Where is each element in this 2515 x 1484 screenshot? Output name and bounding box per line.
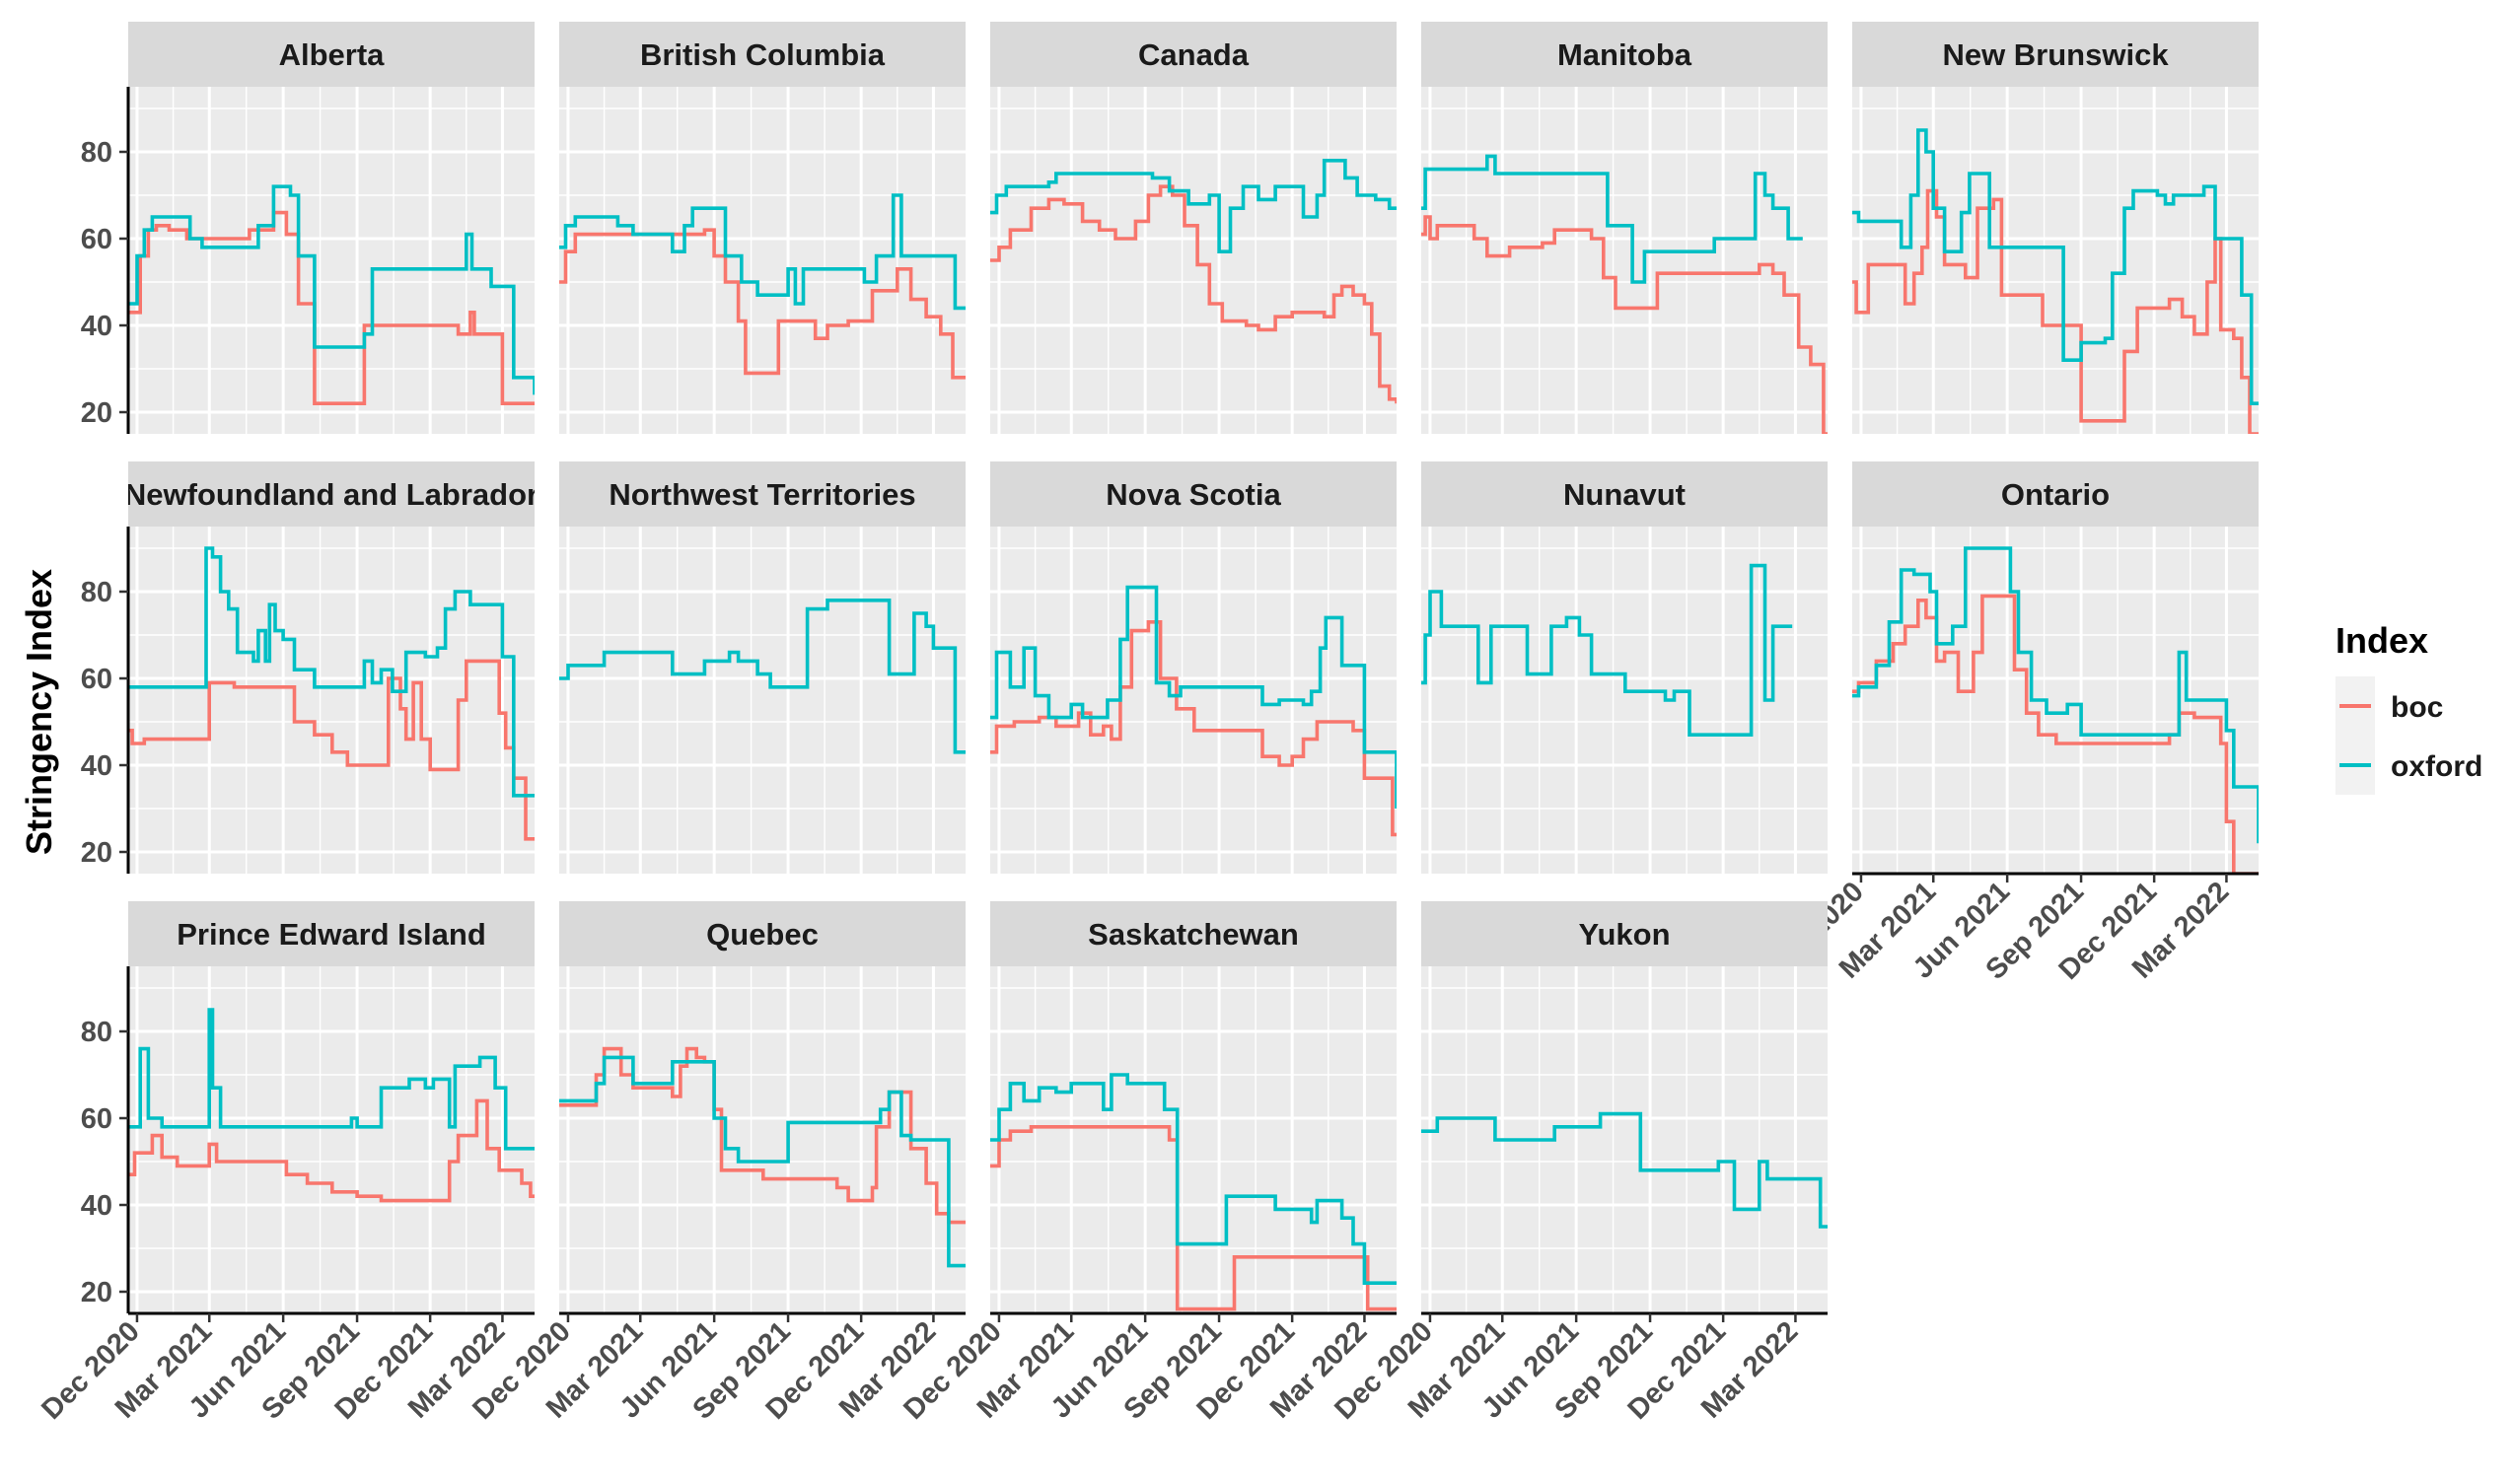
facet-nova-scotia: Nova Scotia <box>990 461 1397 874</box>
facet-strip <box>990 901 1397 966</box>
y-tick-label: 20 <box>81 837 112 869</box>
y-tick-label: 20 <box>81 397 112 429</box>
facet-strip <box>1421 22 1828 87</box>
y-tick-label: 40 <box>81 311 112 342</box>
panel-background <box>559 87 966 434</box>
facet-newfoundland-and-labrador: Newfoundland and Labrador 20 40 60 80 <box>81 461 539 874</box>
legend-label-boc: boc <box>2391 691 2443 724</box>
facet-title: Ontario <box>2001 477 2110 512</box>
facet-title: Saskatchewan <box>1088 917 1299 952</box>
y-axis-title: Stringency Index <box>19 569 59 855</box>
series-line-boc <box>990 620 1397 837</box>
facet-title: Nunavut <box>1563 477 1686 512</box>
facet-british-columbia: British Columbia <box>559 22 966 434</box>
series-line-oxford <box>990 585 1397 809</box>
facet-strip <box>990 22 1397 87</box>
legend: Index boc oxford <box>2335 620 2482 795</box>
series-line-oxford <box>1421 563 1793 737</box>
facet-title: New Brunswick <box>1942 37 2169 72</box>
facet-title: Nova Scotia <box>1106 477 1281 512</box>
facet-northwest-territories: Northwest Territories <box>559 461 966 874</box>
series-line-oxford <box>1852 546 2259 844</box>
y-tick-label: 40 <box>81 750 112 782</box>
panel-background <box>559 966 966 1313</box>
series-line-oxford <box>559 193 966 311</box>
series-line-oxford <box>128 1008 535 1151</box>
panel-background <box>990 966 1397 1313</box>
facet-title: Alberta <box>279 37 386 72</box>
facet-title: Prince Edward Island <box>177 917 486 952</box>
facet-strip <box>559 22 966 87</box>
facet-strip <box>559 901 966 966</box>
facet-title: Newfoundland and Labrador <box>124 477 539 512</box>
facet-strip <box>128 22 535 87</box>
panel-background <box>990 87 1397 434</box>
facet-strip <box>128 461 535 527</box>
facet-title: Manitoba <box>1557 37 1692 72</box>
series-line-boc <box>1852 594 2259 874</box>
y-tick-label: 60 <box>81 1103 112 1135</box>
facet-title: Northwest Territories <box>609 477 915 512</box>
facet-alberta: Alberta 20 40 60 80 <box>81 22 535 434</box>
facet-title: Quebec <box>706 917 819 952</box>
panel-background <box>990 527 1397 874</box>
series-line-oxford <box>559 599 966 754</box>
panel-background <box>559 527 966 874</box>
panel-background <box>128 527 535 874</box>
y-tick-label: 60 <box>81 224 112 255</box>
series-line-boc <box>1421 215 1828 434</box>
series-line-oxford <box>1421 154 1803 284</box>
series-line-boc <box>559 228 966 380</box>
series-line-oxford <box>128 184 535 395</box>
facet-title: Canada <box>1138 37 1250 72</box>
series-line-oxford <box>1421 1111 1828 1229</box>
facet-strip <box>1421 901 1828 966</box>
facet-strip <box>990 461 1397 527</box>
facet-strip <box>1421 461 1828 527</box>
series-line-oxford <box>990 1073 1397 1285</box>
facet-strip <box>559 461 966 527</box>
panel-background <box>128 966 535 1313</box>
y-tick-label: 40 <box>81 1190 112 1222</box>
series-line-oxford <box>1852 128 2259 405</box>
panel-background <box>1421 966 1828 1313</box>
panel-background <box>1421 87 1828 434</box>
facet-strip <box>1852 22 2259 87</box>
series-line-boc <box>1852 188 2259 434</box>
legend-title: Index <box>2335 620 2428 661</box>
y-tick-label: 20 <box>81 1277 112 1308</box>
series-line-oxford <box>990 159 1397 253</box>
series-line-boc <box>990 184 1397 404</box>
series-line-boc <box>128 1098 535 1203</box>
legend-label-oxford: oxford <box>2391 750 2482 783</box>
series-line-oxford <box>559 1055 966 1268</box>
facet-title: British Columbia <box>640 37 886 72</box>
series-line-boc <box>128 210 535 405</box>
facet-title: Yukon <box>1578 917 1670 952</box>
series-line-oxford <box>128 546 535 798</box>
y-tick-label: 80 <box>81 137 112 169</box>
facet-new-brunswick: New Brunswick <box>1852 22 2259 434</box>
facet-canada: Canada <box>990 22 1397 434</box>
series-line-boc <box>128 659 535 841</box>
series-line-boc <box>990 1125 1397 1311</box>
facet-strip <box>128 901 535 966</box>
y-tick-label: 80 <box>81 1017 112 1048</box>
facet-manitoba: Manitoba <box>1421 22 1828 434</box>
y-tick-label: 80 <box>81 577 112 608</box>
facet-nunavut: Nunavut <box>1421 461 1828 874</box>
panel-background <box>1852 87 2259 434</box>
facet-strip <box>1852 461 2259 527</box>
y-tick-label: 60 <box>81 664 112 695</box>
